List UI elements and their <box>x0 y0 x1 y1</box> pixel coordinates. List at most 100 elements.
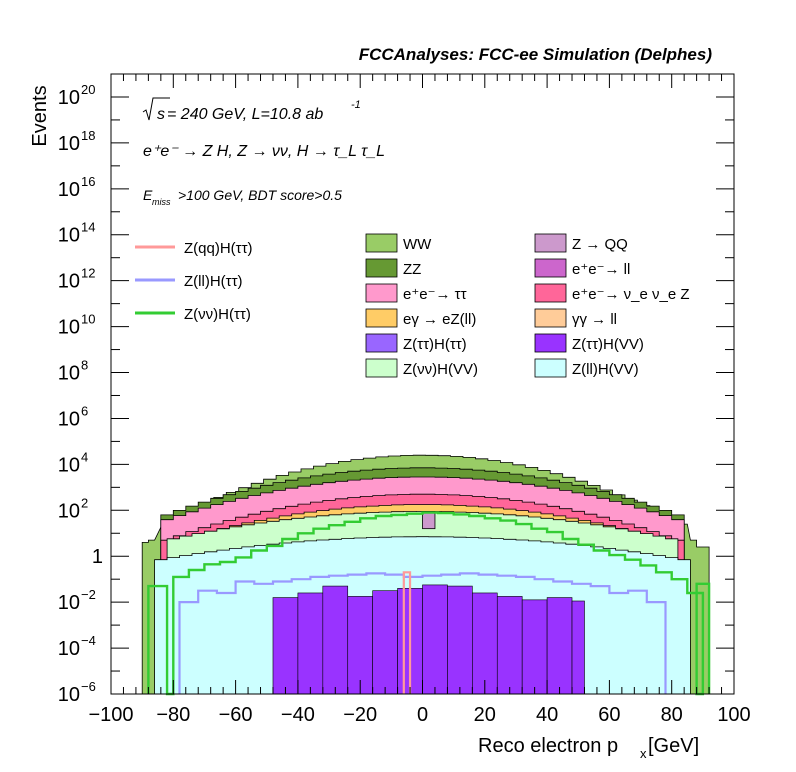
signal-z-qq-h-tautau-line <box>402 571 412 694</box>
annotation-energy: s = 240 GeV, L=10.8 ab -1 <box>142 97 361 123</box>
z-tautau-h-vv-bin <box>546 597 573 695</box>
y-tick-exponent: 12 <box>81 266 95 281</box>
x-tick-label: 100 <box>717 704 750 726</box>
y-tick-exponent: 14 <box>81 220 95 235</box>
cut-prefix: E <box>143 187 153 203</box>
legend-series-swatch <box>534 308 567 328</box>
legend-series-label: ZZ <box>403 261 421 278</box>
y-tick-label: 10 <box>58 363 80 385</box>
legend-series-swatch <box>534 283 567 303</box>
x-axis-label-main: Reco electron p <box>478 735 618 757</box>
cut-label: >100 GeV, BDT score>0.5 <box>178 187 342 203</box>
annotation-cuts: E miss >100 GeV, BDT score>0.5 <box>143 187 342 207</box>
y-tick-label: 10 <box>58 408 80 430</box>
x-tick-label: 0 <box>417 704 428 726</box>
legend-series-swatch <box>534 333 567 353</box>
x-axis-label-subscript: x <box>640 746 647 761</box>
legend-signal-label: Z(ll)H(ττ) <box>184 273 243 290</box>
z-tautau-h-vv-bin <box>322 585 349 695</box>
signal-z-ll-h-tautau-line <box>178 572 667 694</box>
legend-series-swatch <box>534 233 567 253</box>
legend-series-label: Z(ll)H(VV) <box>572 361 639 378</box>
z-tautau-h-vv-bin <box>372 590 398 695</box>
legend-series-label: e⁺e⁻→ ν_e ν_e Z <box>572 286 690 303</box>
legend-series-label: e⁺e⁻→ ττ <box>403 286 467 303</box>
z-tautau-h-vv-bin <box>347 596 373 695</box>
z-tautau-h-vv-bin <box>571 600 585 695</box>
legend-series-label: Z(ττ)H(ττ) <box>403 336 467 353</box>
energy-label: = 240 GeV, L=10.8 ab <box>167 106 323 123</box>
z-tautau-h-vv-bin <box>447 585 473 695</box>
y-axis-label: Events <box>29 85 51 146</box>
legend-series-swatch <box>534 258 567 278</box>
sqrt-symbol <box>142 97 170 121</box>
x-tick-label: 40 <box>536 704 558 726</box>
y-tick-exponent: −4 <box>81 633 96 648</box>
y-tick-exponent: 4 <box>81 449 88 464</box>
lumi-exponent: -1 <box>351 99 361 111</box>
energy-prefix: s <box>157 106 165 123</box>
legend-series-swatch <box>365 283 398 303</box>
y-tick-exponent: 18 <box>81 128 95 143</box>
process-label: e⁺e⁻ → Z H, Z → νν, H → τ_L τ_L <box>143 143 385 160</box>
y-tick-label: 10 <box>58 638 80 660</box>
x-tick-label: 20 <box>474 704 496 726</box>
chart-title: FCCAnalyses: FCC-ee Simulation (Delphes) <box>359 45 713 64</box>
legend-series-swatch <box>365 358 398 378</box>
legend-series-label: Z(νν)H(VV) <box>403 361 478 378</box>
legend-series-swatch <box>365 233 398 253</box>
x-tick-label: 60 <box>598 704 620 726</box>
legend-series-swatch <box>534 358 567 378</box>
legend-series-label: Z → QQ <box>572 236 628 253</box>
signal-z-nunu-h-tautau-line <box>147 511 711 696</box>
y-tick-label: 10 <box>58 317 80 339</box>
legend-signal-label: Z(νν)H(ττ) <box>184 306 251 323</box>
x-tick-label: −80 <box>156 704 190 726</box>
y-tick-exponent: 10 <box>81 312 95 327</box>
legend-series-swatch <box>365 333 398 353</box>
y-tick-label: 10 <box>58 454 80 476</box>
y-tick-label: 10 <box>58 684 80 706</box>
x-axis-label-unit: [GeV] <box>648 735 699 757</box>
z-tautau-h-vv-bin <box>422 584 448 695</box>
y-tick-label: 10 <box>58 225 80 247</box>
z-tautau-h-vv-bin <box>521 599 548 695</box>
y-tick-label: 10 <box>58 133 80 155</box>
y-tick-label: 1 <box>92 546 103 568</box>
x-tick-label: −100 <box>88 704 133 726</box>
legend-series-label: Z(ττ)H(VV) <box>572 336 644 353</box>
z-qq-bin <box>422 511 436 530</box>
z-tautau-h-vv-bin <box>472 592 498 695</box>
x-tick-label: −40 <box>281 704 315 726</box>
y-tick-label: 10 <box>58 592 80 614</box>
y-tick-exponent: −6 <box>81 679 96 694</box>
annotation-process: e⁺e⁻ → Z H, Z → νν, H → τ_L τ_L <box>143 143 385 160</box>
z-tautau-h-vv-bin <box>297 592 324 695</box>
y-tick-exponent: 8 <box>81 358 88 373</box>
y-tick-label: 10 <box>58 87 80 109</box>
y-tick-exponent: 16 <box>81 174 95 189</box>
plot-area <box>141 454 711 696</box>
legend-signal-label: Z(qq)H(ττ) <box>184 240 253 257</box>
x-tick-label: −20 <box>343 704 377 726</box>
legend-series-swatch <box>365 258 398 278</box>
y-tick-label: 10 <box>58 271 80 293</box>
x-axis-label: Reco electron p x [GeV] <box>478 735 699 761</box>
x-tick-label: 80 <box>661 704 683 726</box>
z-tautau-h-vv-bin <box>496 596 523 695</box>
y-tick-exponent: 6 <box>81 403 88 418</box>
y-tick-label: 10 <box>58 500 80 522</box>
y-tick-exponent: 20 <box>81 82 95 97</box>
legend-series-label: WW <box>403 236 432 253</box>
y-tick-exponent: 2 <box>81 495 88 510</box>
legend: Z(qq)H(ττ) Z(ll)H(ττ) Z(νν)H(ττ) WW Z → QQ ZZ… <box>135 233 690 378</box>
legend-series-swatch <box>365 308 398 328</box>
legend-series-label: e⁺e⁻→ ll <box>572 261 630 278</box>
y-tick-exponent: −2 <box>81 587 96 602</box>
axes: −100 −80 −60 −40 −20 0 20 40 60 80 10010−610−410−2… <box>58 73 751 726</box>
z-tautau-h-vv-bin <box>272 597 299 695</box>
legend-series-label: γγ → ll <box>572 311 617 328</box>
legend-series-label: eγ → eZ(ll) <box>403 311 476 328</box>
x-tick-label: −60 <box>219 704 253 726</box>
